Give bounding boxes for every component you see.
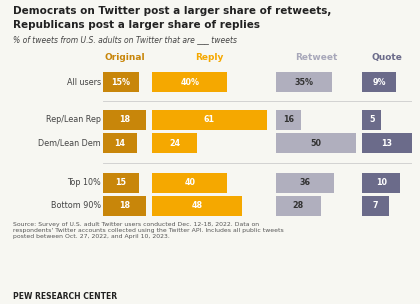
Text: Bottom 90%: Bottom 90% <box>51 201 101 210</box>
Text: Dem/Lean Dem: Dem/Lean Dem <box>38 139 101 147</box>
Text: Quote: Quote <box>371 53 402 62</box>
Text: 15: 15 <box>116 178 126 187</box>
Text: 40: 40 <box>184 178 195 187</box>
Bar <box>276 173 333 193</box>
Text: Source: Survey of U.S. adult Twitter users conducted Dec. 12-18, 2022. Data on
r: Source: Survey of U.S. adult Twitter use… <box>13 222 284 239</box>
Text: 18: 18 <box>119 201 130 210</box>
Bar <box>276 133 356 153</box>
Text: % of tweets from U.S. adults on Twitter that are ___ tweets: % of tweets from U.S. adults on Twitter … <box>13 35 236 44</box>
Text: Rep/Lean Rep: Rep/Lean Rep <box>46 116 101 124</box>
Text: Original: Original <box>104 53 145 62</box>
Text: 28: 28 <box>293 201 304 210</box>
Bar <box>152 173 227 193</box>
Text: 10: 10 <box>376 178 387 187</box>
Bar <box>276 72 332 92</box>
Text: Retweet: Retweet <box>295 53 337 62</box>
Text: Republicans post a larger share of replies: Republicans post a larger share of repli… <box>13 20 260 30</box>
Text: 61: 61 <box>204 116 215 124</box>
Bar <box>362 110 381 130</box>
Bar <box>152 196 242 216</box>
Bar <box>103 196 146 216</box>
Bar <box>103 133 136 153</box>
Text: 24: 24 <box>169 139 180 147</box>
Bar <box>362 133 412 153</box>
Text: 48: 48 <box>192 201 203 210</box>
Text: 50: 50 <box>310 139 321 147</box>
Bar <box>103 110 146 130</box>
Bar <box>152 133 197 153</box>
Text: All users: All users <box>67 78 101 87</box>
Text: 16: 16 <box>283 116 294 124</box>
Bar <box>276 196 321 216</box>
Bar <box>362 173 400 193</box>
Text: 35%: 35% <box>294 78 313 87</box>
Text: Reply: Reply <box>195 53 223 62</box>
Text: 18: 18 <box>119 116 130 124</box>
Text: 5: 5 <box>369 116 375 124</box>
Text: 7: 7 <box>373 201 378 210</box>
Bar <box>362 196 389 216</box>
Bar <box>276 110 302 130</box>
Bar <box>152 110 267 130</box>
Text: 13: 13 <box>381 139 392 147</box>
Text: PEW RESEARCH CENTER: PEW RESEARCH CENTER <box>13 292 117 301</box>
Text: 40%: 40% <box>180 78 199 87</box>
Text: 14: 14 <box>114 139 125 147</box>
Text: Democrats on Twitter post a larger share of retweets,: Democrats on Twitter post a larger share… <box>13 6 331 16</box>
Text: 15%: 15% <box>111 78 130 87</box>
Bar <box>362 72 396 92</box>
Bar <box>103 173 139 193</box>
Bar <box>103 72 139 92</box>
Text: Top 10%: Top 10% <box>67 178 101 187</box>
Bar <box>152 72 227 92</box>
Text: 36: 36 <box>299 178 310 187</box>
Text: 9%: 9% <box>373 78 386 87</box>
